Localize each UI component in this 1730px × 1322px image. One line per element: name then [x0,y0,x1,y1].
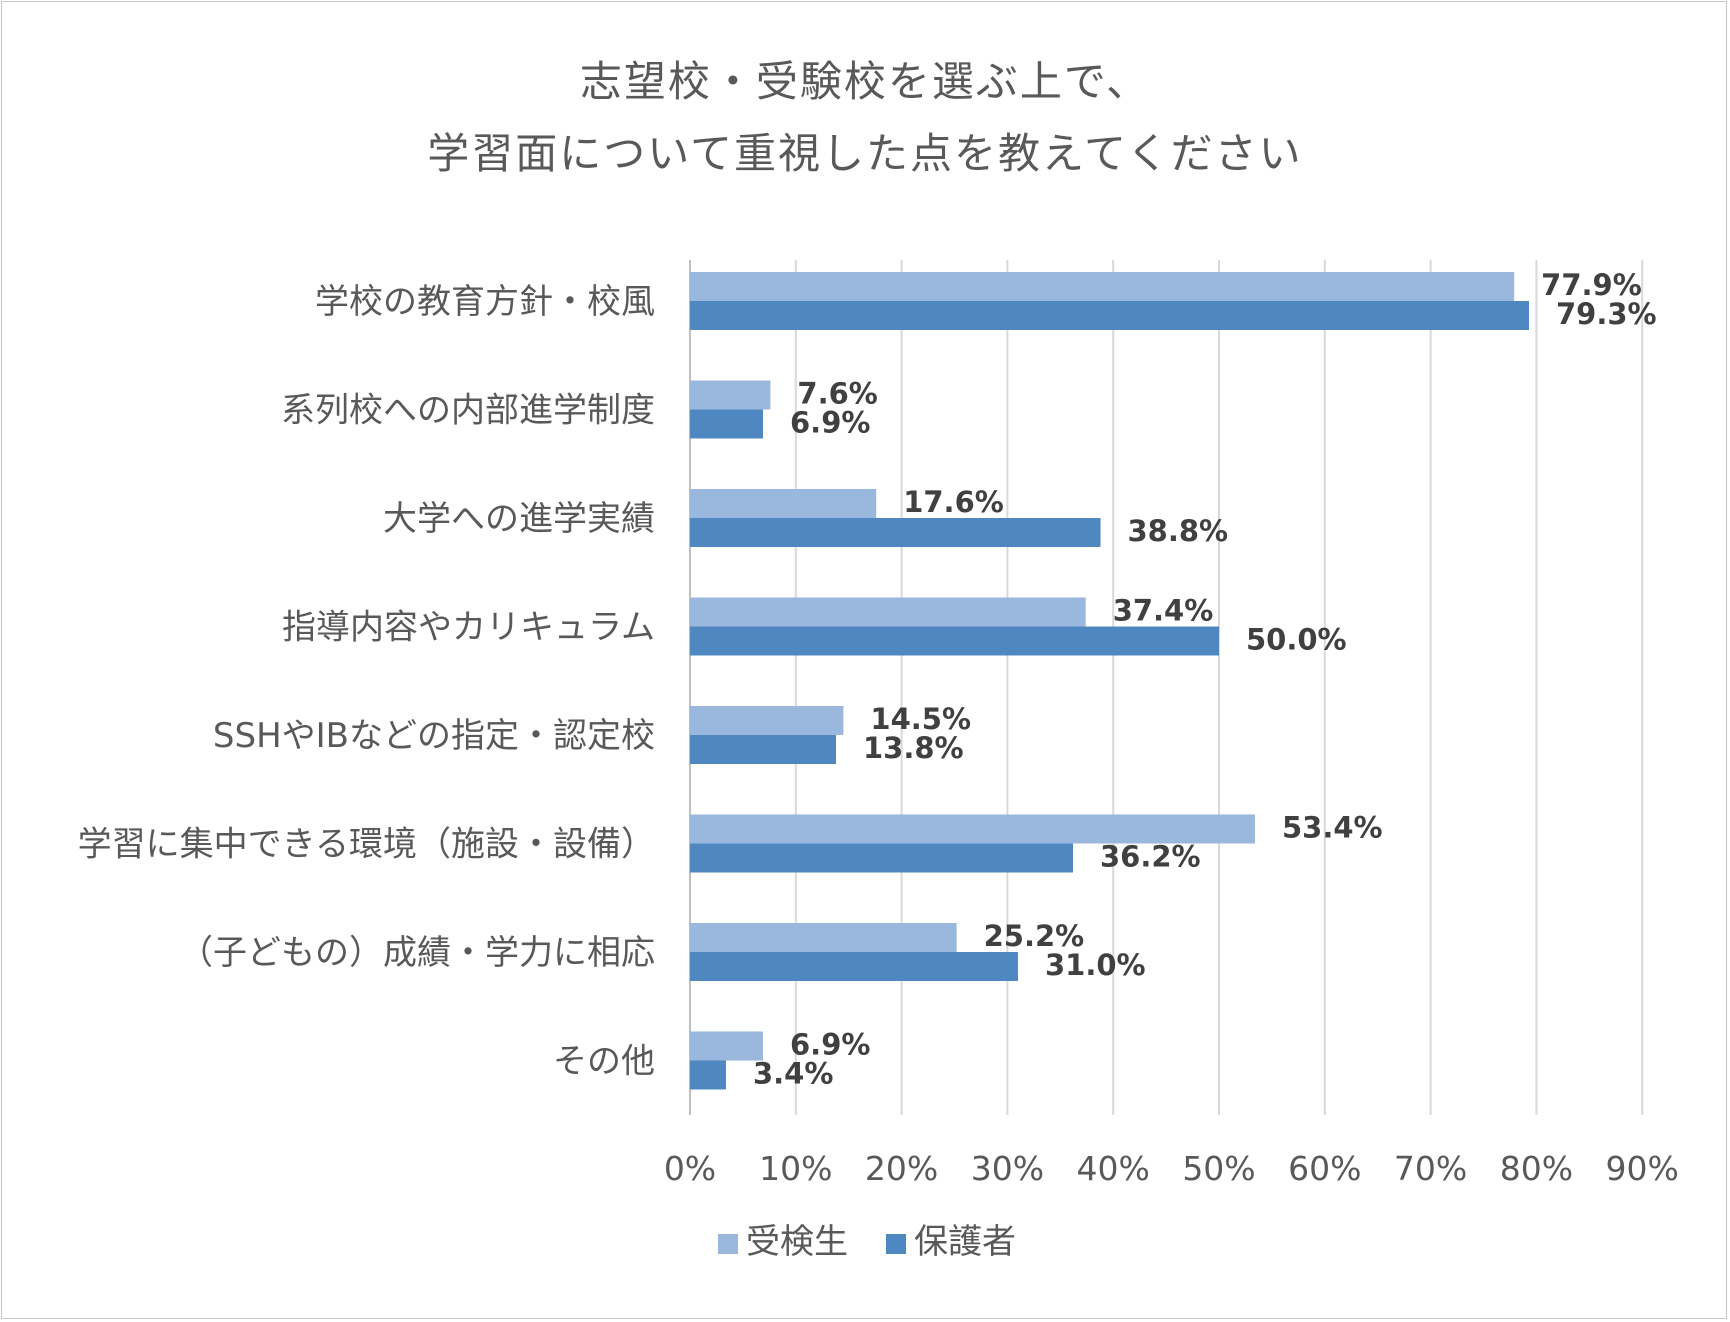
bar-examinee [690,489,877,518]
data-label: 25.2% [984,919,1085,953]
x-tick-label: 30% [971,1149,1044,1188]
legend: 受検生 保護者 [718,1222,1016,1262]
bar-guardian [690,518,1101,547]
data-label: 3.4% [753,1057,833,1091]
legend-label: 受検生 [746,1222,848,1262]
x-tick-label: 10% [759,1149,832,1188]
data-label: 14.5% [870,702,971,736]
data-label: 77.9% [1541,268,1642,302]
x-axis-tick-labels: 0% 10% 20% 30% 40% 50% 60% 70% 80% 90% [664,1149,1679,1188]
x-tick-label: 80% [1500,1149,1573,1188]
bar-guardian [690,843,1073,873]
data-label: 31.0% [1045,948,1146,982]
bar-examinee [690,1031,764,1061]
category-label: 大学への進学実績 [383,499,655,539]
x-tick-label: 40% [1077,1149,1150,1188]
bar-guardian [690,626,1219,656]
legend-label: 保護者 [914,1222,1016,1262]
data-label: 6.9% [790,1028,870,1062]
x-tick-label: 20% [865,1149,938,1188]
bar-guardian [690,735,837,764]
data-label: 37.4% [1113,594,1214,628]
bar-guardian [690,1060,726,1090]
data-label: 36.2% [1100,840,1201,874]
x-tick-label: 0% [664,1149,716,1188]
category-label: （子どもの）成績・学力に相応 [179,933,655,973]
category-labels: 学校の教育方針・校風系列校への内部進学制度大学への進学実績指導内容やカリキュラム… [78,282,655,1082]
category-label: 指導内容やカリキュラム [282,608,655,648]
category-label: 学習に集中できる環境（施設・設備） [78,825,655,865]
x-tick-label: 70% [1394,1149,1467,1188]
legend-swatch-guardian [886,1234,906,1254]
legend-swatch-examinee [718,1234,738,1254]
bar-guardian [690,409,764,439]
data-label: 13.8% [863,731,964,765]
data-labels: 77.9%79.3%7.6%6.9%17.6%38.8%37.4%50.0%14… [753,268,1657,1091]
data-label: 17.6% [903,485,1004,519]
bar-examinee [690,923,957,952]
x-tick-label: 60% [1288,1149,1361,1188]
chart-title-line-2: 学習面について重視した点を教えてください [427,129,1303,178]
data-label: 79.3% [1556,297,1657,331]
chart-title-line-1: 志望校・受験校を選ぶ上で、 [579,57,1151,106]
bar-examinee [690,272,1515,301]
bar-examinee [690,814,1255,844]
bar-examinee [690,597,1086,627]
data-label: 50.0% [1246,623,1347,657]
data-label: 53.4% [1282,811,1383,845]
data-label: 7.6% [797,377,877,411]
x-tick-label: 90% [1606,1149,1679,1188]
bar-examinee [690,706,844,735]
category-label: 系列校への内部進学制度 [281,391,655,431]
data-label: 38.8% [1128,514,1229,548]
category-label: 学校の教育方針・校風 [315,282,655,322]
bar-examinee [690,380,771,410]
x-tick-label: 50% [1182,1149,1255,1188]
category-label: SSHやIBなどの指定・認定校 [213,716,655,756]
bars [690,272,1529,1090]
bar-guardian [690,952,1018,981]
data-label: 6.9% [790,406,870,440]
category-label: その他 [553,1042,655,1082]
bar-guardian [690,301,1529,330]
